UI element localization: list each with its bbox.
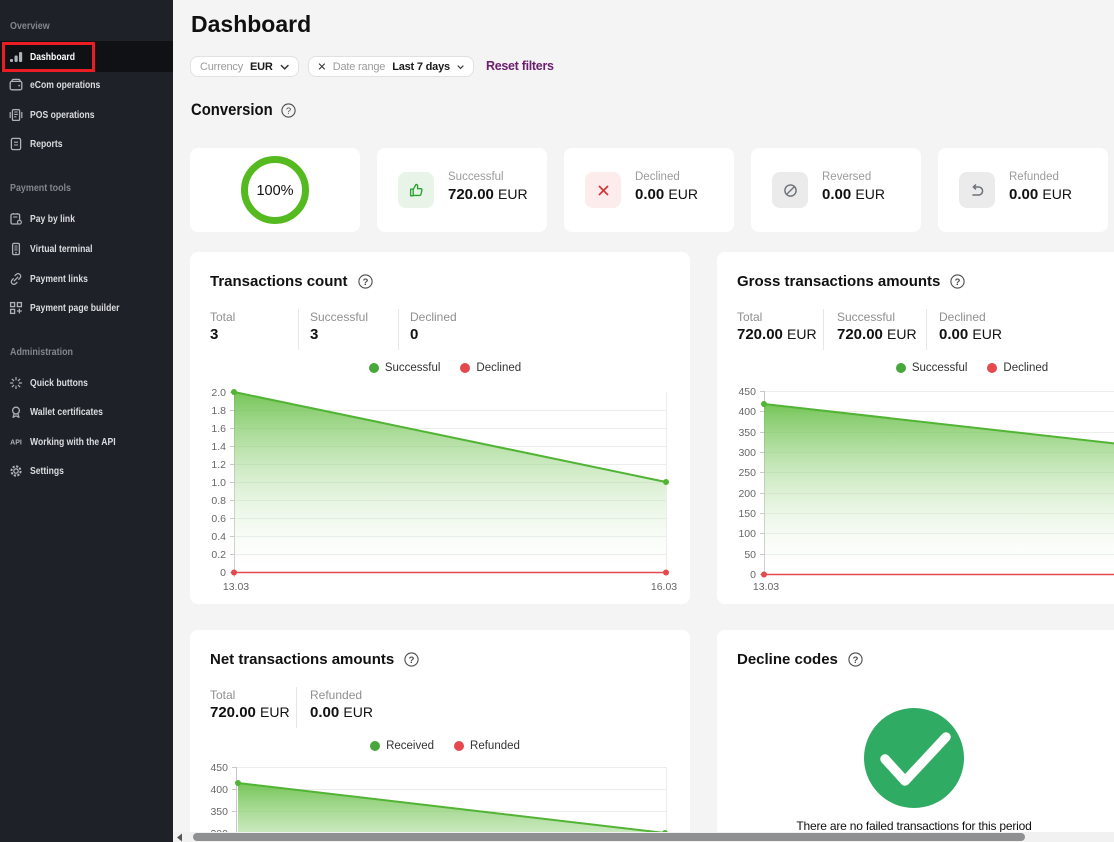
svg-text:250: 250 bbox=[738, 467, 756, 479]
svg-text:1.4: 1.4 bbox=[211, 441, 226, 453]
svg-text:?: ? bbox=[852, 655, 858, 666]
svg-text:0.6: 0.6 bbox=[211, 513, 226, 525]
svg-text:400: 400 bbox=[738, 406, 756, 418]
svg-text:100%: 100% bbox=[256, 183, 293, 199]
svg-text:100: 100 bbox=[738, 528, 756, 540]
svg-text:13.03: 13.03 bbox=[753, 581, 779, 593]
svg-text:?: ? bbox=[286, 106, 291, 117]
svg-text:1.8: 1.8 bbox=[211, 405, 226, 417]
svg-text:API: API bbox=[10, 439, 22, 446]
svg-text:350: 350 bbox=[738, 427, 756, 439]
svg-text:?: ? bbox=[362, 277, 368, 288]
svg-text:1.6: 1.6 bbox=[211, 423, 226, 435]
svg-text:450: 450 bbox=[738, 386, 756, 398]
svg-text:0.2: 0.2 bbox=[211, 549, 226, 561]
svg-text:0.4: 0.4 bbox=[211, 531, 226, 543]
svg-text:1.0: 1.0 bbox=[211, 477, 226, 489]
svg-text:400: 400 bbox=[210, 784, 228, 796]
svg-text:0: 0 bbox=[220, 567, 226, 579]
svg-text:150: 150 bbox=[738, 508, 756, 520]
svg-text:?: ? bbox=[955, 277, 961, 288]
svg-text:0.8: 0.8 bbox=[211, 495, 226, 507]
svg-text:?: ? bbox=[409, 655, 415, 666]
svg-text:1.2: 1.2 bbox=[211, 459, 226, 471]
svg-text:300: 300 bbox=[738, 447, 756, 459]
svg-text:13.03: 13.03 bbox=[223, 581, 249, 593]
svg-text:450: 450 bbox=[210, 762, 228, 774]
svg-text:16.03: 16.03 bbox=[651, 581, 677, 593]
svg-text:200: 200 bbox=[738, 488, 756, 500]
svg-text:350: 350 bbox=[210, 806, 228, 818]
svg-text:0: 0 bbox=[750, 569, 756, 581]
svg-text:2.0: 2.0 bbox=[211, 387, 226, 399]
svg-text:50: 50 bbox=[744, 549, 756, 561]
